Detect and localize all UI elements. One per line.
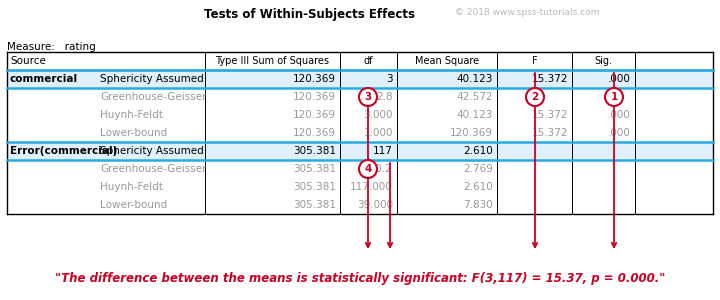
Text: 120.369: 120.369 (450, 128, 493, 138)
Text: 305.381: 305.381 (293, 182, 336, 192)
Text: © 2018 www.spss-tutorials.com: © 2018 www.spss-tutorials.com (455, 8, 599, 17)
Text: 1.000: 1.000 (364, 128, 393, 138)
Text: 3: 3 (364, 92, 372, 102)
Text: Type III Sum of Squares: Type III Sum of Squares (215, 56, 330, 66)
Text: 305.381: 305.381 (293, 164, 336, 174)
Text: Lower-bound: Lower-bound (100, 128, 167, 138)
Text: Greenhouse-Geisser: Greenhouse-Geisser (100, 164, 207, 174)
Text: Lower-bound: Lower-bound (100, 200, 167, 210)
Text: 40.123: 40.123 (456, 110, 493, 120)
Text: 2.610: 2.610 (463, 182, 493, 192)
Text: 120.369: 120.369 (293, 110, 336, 120)
Text: 40.123: 40.123 (456, 74, 493, 84)
Text: Measure:   rating: Measure: rating (7, 42, 96, 52)
Circle shape (526, 88, 544, 106)
Circle shape (359, 88, 377, 106)
Text: Source: Source (10, 56, 46, 66)
Circle shape (605, 88, 623, 106)
Text: 305.381: 305.381 (293, 200, 336, 210)
Text: Tests of Within-Subjects Effects: Tests of Within-Subjects Effects (204, 8, 415, 21)
Text: Sphericity Assumed: Sphericity Assumed (100, 146, 204, 156)
Text: 2: 2 (531, 92, 539, 102)
Text: Greenhouse-Geisser: Greenhouse-Geisser (100, 92, 207, 102)
Text: 42.572: 42.572 (456, 92, 493, 102)
Text: Huynh-Feldt: Huynh-Feldt (100, 182, 163, 192)
Circle shape (359, 160, 377, 178)
Text: 3: 3 (387, 74, 393, 84)
Text: 120.369: 120.369 (293, 128, 336, 138)
Text: 4: 4 (364, 164, 372, 174)
Text: 3.000: 3.000 (364, 110, 393, 120)
Text: 2.769: 2.769 (463, 164, 493, 174)
Text: 15.372: 15.372 (531, 128, 568, 138)
Text: 2.610: 2.610 (463, 146, 493, 156)
Text: 120.369: 120.369 (293, 74, 336, 84)
Text: 15.372: 15.372 (531, 110, 568, 120)
Bar (7, 70, 713, 88)
Bar (7, 142, 713, 160)
Text: 117.000: 117.000 (350, 182, 393, 192)
Text: F: F (531, 56, 537, 66)
Text: "The difference between the means is statistically significant: F(3,117) = 15.37: "The difference between the means is sta… (55, 272, 665, 285)
Text: Sphericity Assumed: Sphericity Assumed (100, 74, 204, 84)
Text: Error(commercial): Error(commercial) (10, 146, 117, 156)
Text: Mean Square: Mean Square (415, 56, 479, 66)
Text: Huynh-Feldt: Huynh-Feldt (100, 110, 163, 120)
Text: commercial: commercial (10, 74, 78, 84)
Text: 1: 1 (611, 92, 618, 102)
Text: .000: .000 (608, 74, 631, 84)
Text: 2.8: 2.8 (377, 92, 393, 102)
Text: df: df (364, 56, 373, 66)
Text: Sig.: Sig. (595, 56, 613, 66)
Text: 15.372: 15.372 (531, 74, 568, 84)
Text: 305.381: 305.381 (293, 146, 336, 156)
Text: 7.830: 7.830 (463, 200, 493, 210)
Text: 110.2: 110.2 (364, 164, 393, 174)
Text: 117: 117 (373, 146, 393, 156)
Text: 120.369: 120.369 (293, 92, 336, 102)
Text: .000: .000 (608, 128, 631, 138)
Text: .000: .000 (608, 110, 631, 120)
Text: 39.000: 39.000 (357, 200, 393, 210)
